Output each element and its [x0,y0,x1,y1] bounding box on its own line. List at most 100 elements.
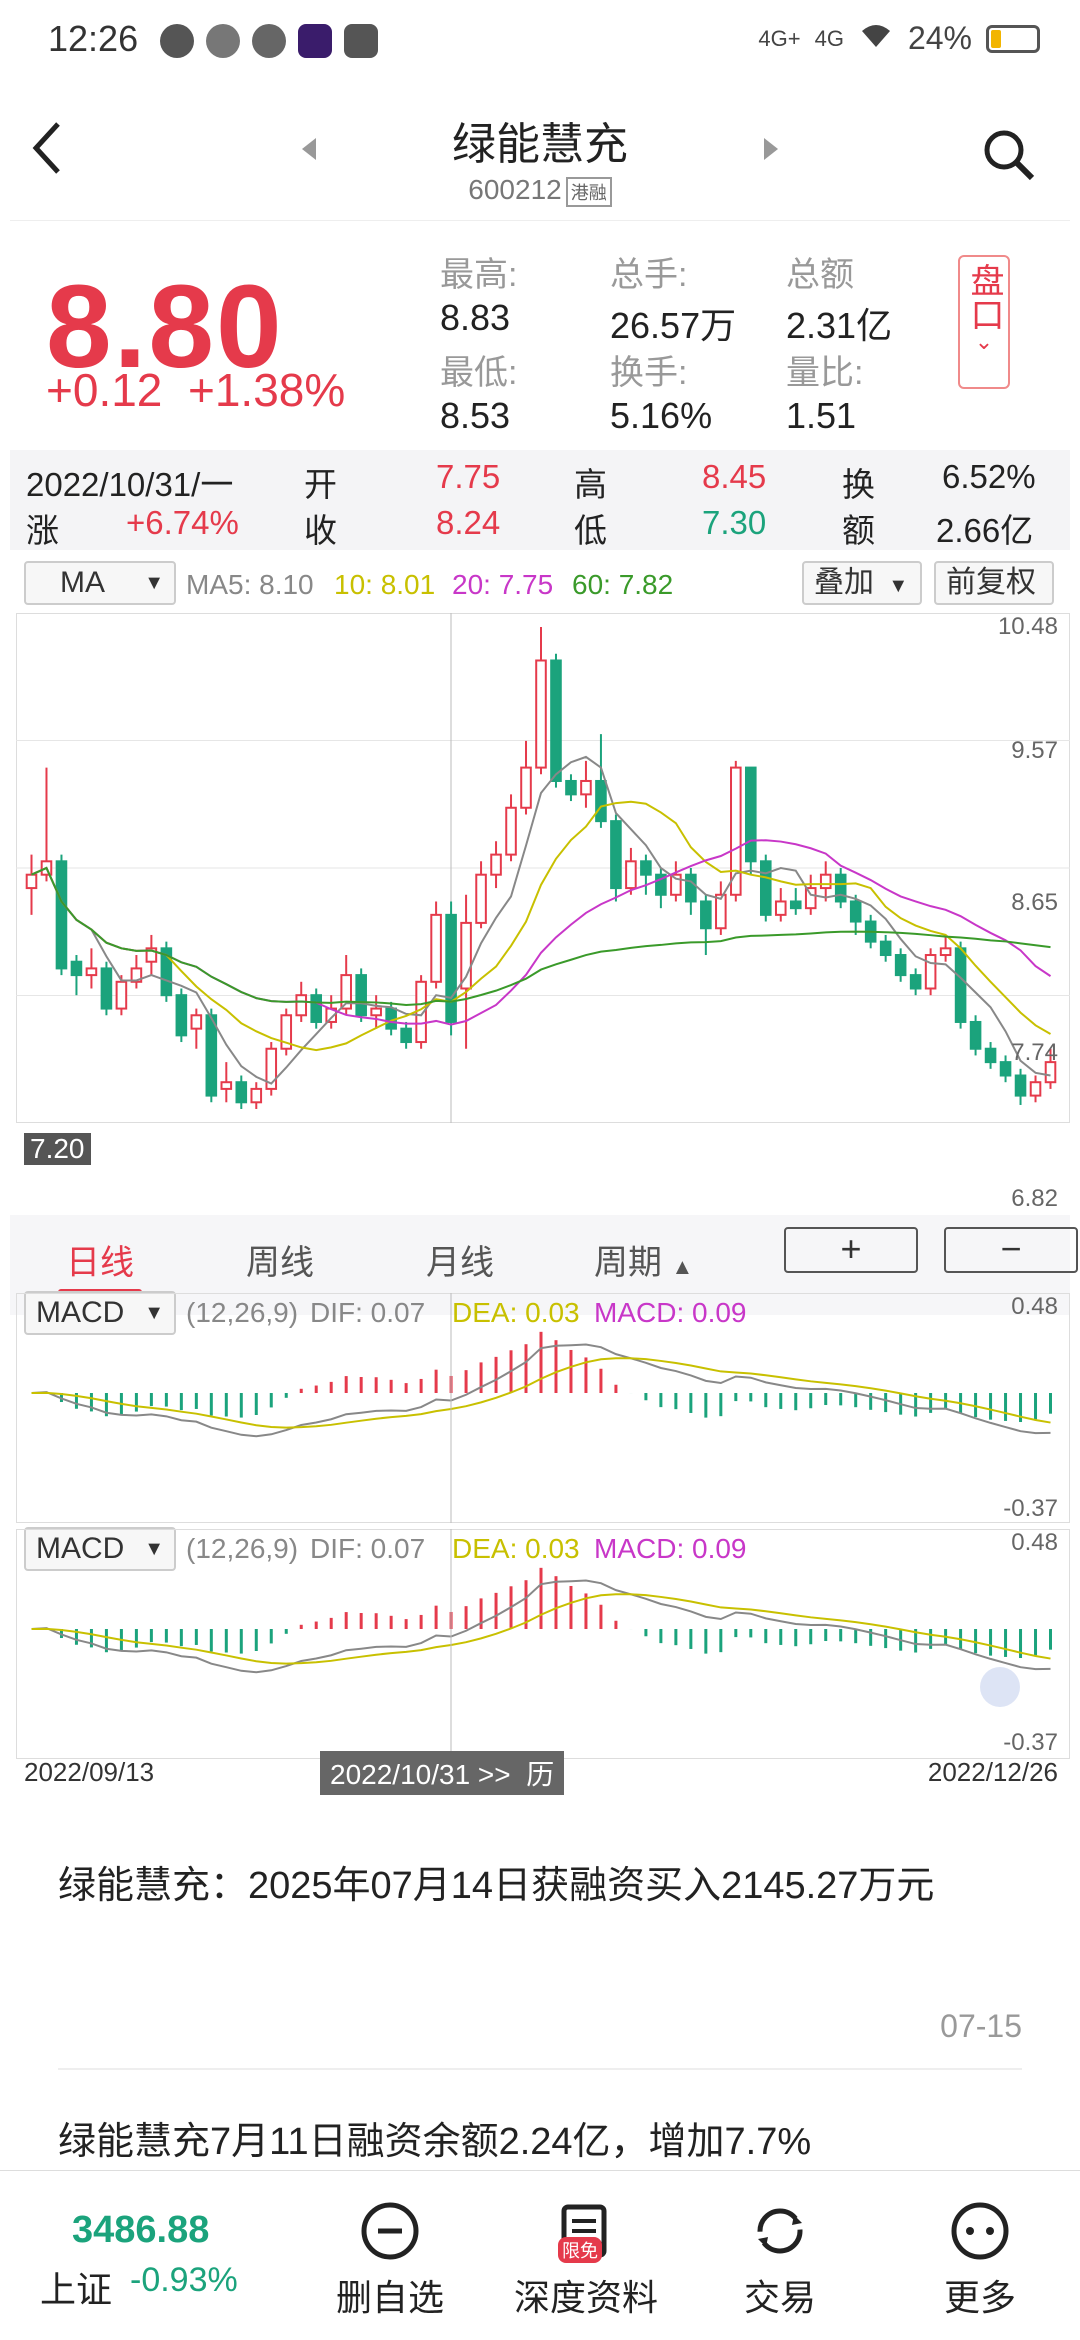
price-marker: 7.20 [24,1133,91,1165]
candle-body [265,1047,278,1090]
candle-body [715,893,727,930]
candle-body [475,873,487,924]
trade-button[interactable]: 交易 [720,2201,840,2321]
prev-stock-icon[interactable] [300,136,318,167]
zoom-out-button[interactable]: − [944,1227,1078,1273]
candlestick-chart[interactable] [16,613,1070,1123]
ma10-label: 10: 8.01 [334,569,436,600]
news-divider [58,2068,1022,2070]
amount-value: 2.31亿 [786,305,893,346]
ma-select-label: MA [60,566,105,599]
candle-body [969,1020,982,1050]
pankou-label: 盘口 [965,263,1003,331]
candle-body [879,940,892,957]
deep-data-button[interactable]: 限免 深度资料 [506,2201,666,2321]
candle-body [160,947,173,997]
restore-rights-button[interactable]: 前复权 [934,561,1054,605]
ma60-label: 60: 7.82 [572,569,674,600]
overlay-button[interactable]: 叠加 ▼ [802,561,922,605]
link-icon [252,24,286,58]
remove-watchlist-label: 删自选 [335,2277,444,2318]
candle-body [295,994,308,1017]
ma-select[interactable]: MA ▼ [24,561,176,605]
date-cursor: 2022/10/31 >> 历 [320,1751,565,1795]
remove-watchlist-button[interactable]: 删自选 [330,2201,450,2321]
volume-label: 总手: [610,256,688,294]
expand-icon[interactable] [980,1667,1020,1707]
candle-body [640,860,652,876]
high-label: 最高: [440,256,518,294]
tab-period[interactable]: 周期 ▲ [594,1235,693,1284]
candle-body [460,921,472,990]
weibo-icon [206,24,240,58]
date-start: 2022/09/13 [24,1757,155,1787]
index-name: 上证 [40,2269,113,2310]
day-close-label: 收 [304,512,337,549]
macd-select-1[interactable]: MACD ▼ [24,1291,176,1335]
index-value[interactable]: 3486.88 [72,2209,210,2251]
date-end: 2022/12/26 [927,1757,1058,1787]
macd-bottom-2: -0.37 [1003,1729,1058,1756]
news-item-title-1[interactable]: 绿能慧充：2025年07月14日获融资买入2145.27万元 [58,1865,935,1907]
candle-body [685,873,697,903]
candle-body [220,1081,233,1090]
macd-bottom-1: -0.37 [1003,1495,1058,1522]
day-amount-value: 2.66亿 [936,512,1034,549]
exchange-icon [750,2201,810,2261]
wifi-icon [858,20,894,57]
tab-period-label: 周期 [594,1244,662,1282]
y-label-2: 9.57 [1011,737,1058,764]
more-label: 更多 [943,2277,1016,2318]
amount-label: 总额 [786,256,854,294]
macd-select-2[interactable]: MACD ▼ [24,1527,176,1571]
candle-body [490,853,502,876]
dea-label-1: DEA: 0.03 [452,1297,580,1328]
stock-code: 600212 [468,174,562,205]
candle-body [55,860,68,970]
more-button[interactable]: 更多 [920,2201,1040,2321]
zoom-in-button[interactable]: + [784,1227,918,1273]
dea-line [31,1593,1051,1665]
news-list: 绿能慧充：2025年07月14日获融资买入2145.27万元 07-15 绿能慧… [10,1800,1070,2180]
macd-chart-1 [16,1293,1070,1523]
candle-body [789,900,802,910]
tab-monthly[interactable]: 月线 [426,1244,494,1282]
battery-percent: 24% [907,20,972,56]
candle-body [445,913,457,1023]
pankou-button[interactable]: 盘口 ⌄ [958,255,1010,389]
y-label-top: 10.48 [997,613,1058,640]
tab-daily[interactable]: 日线 [66,1244,134,1282]
day-info-panel: 2022/10/31/一 涨 +6.74% 开 7.75 收 8.24 高 8.… [10,450,1070,550]
candle-body [819,873,832,890]
candle-body [580,779,592,796]
candle-body [250,1087,263,1104]
macd-params-1: (12,26,9) [186,1297,299,1328]
high-value: 8.83 [440,297,511,338]
overlay-label: 叠加 [814,566,874,599]
macd-top-2: 0.48 [1011,1529,1058,1556]
day-low-value: 7.30 [702,504,767,541]
news-item-title-2[interactable]: 绿能慧充7月11日融资余额2.24亿，增加7.7% [58,2121,812,2163]
stock-name: 绿能慧充 [452,120,628,169]
day-date: 2022/10/31/一 [26,466,234,503]
day-turnover-value: 6.52% [942,458,1036,495]
candle-body [670,873,682,896]
price-change-row: +0.12 +1.38% [46,363,345,417]
candle-body [999,1061,1012,1077]
candle-body [235,1081,248,1104]
next-stock-icon[interactable] [762,136,780,167]
search-icon[interactable] [980,126,1036,187]
candle-body [400,1027,412,1044]
back-icon[interactable] [30,120,64,181]
caret-down-icon: ▼ [144,1302,164,1324]
tab-weekly[interactable]: 周线 [246,1244,314,1282]
candle-body [130,967,143,983]
index-change: -0.93% [130,2261,238,2299]
candle-body [370,1007,382,1017]
ma10-line [31,800,1052,1052]
document-icon: 限免 [556,2201,616,2263]
candle-body [1029,1081,1042,1097]
at-icon [344,24,378,58]
candle-body [340,974,352,1010]
candle-body [700,900,712,930]
